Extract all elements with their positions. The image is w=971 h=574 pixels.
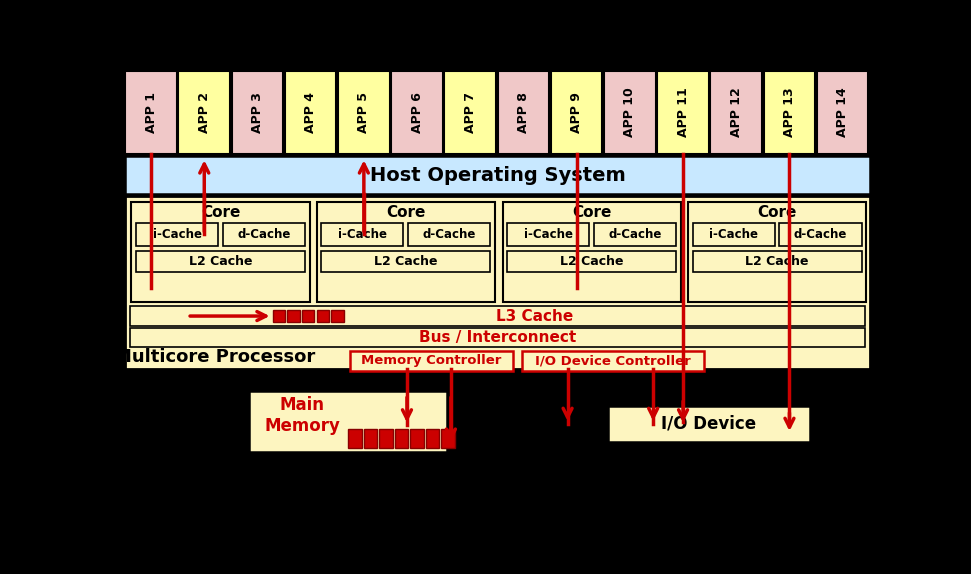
Bar: [232, 71, 284, 154]
Bar: [608, 406, 810, 441]
Bar: [317, 202, 495, 302]
Bar: [411, 429, 423, 448]
Text: I/O Device Controller: I/O Device Controller: [535, 354, 691, 367]
Bar: [507, 251, 676, 272]
Bar: [130, 328, 865, 347]
Text: d-Cache: d-Cache: [237, 228, 290, 241]
Text: Multicore Processor: Multicore Processor: [114, 348, 315, 366]
Bar: [594, 223, 676, 246]
Bar: [349, 429, 361, 448]
Bar: [522, 351, 704, 371]
Bar: [408, 223, 490, 246]
Bar: [763, 71, 816, 154]
Text: d-Cache: d-Cache: [793, 228, 847, 241]
Text: APP 11: APP 11: [677, 87, 689, 137]
Bar: [302, 310, 315, 322]
Text: Core: Core: [572, 204, 612, 220]
Bar: [285, 71, 337, 154]
Bar: [503, 202, 681, 302]
Text: APP 6: APP 6: [411, 92, 423, 133]
Bar: [287, 310, 300, 322]
Text: Core: Core: [201, 204, 240, 220]
Bar: [321, 251, 490, 272]
Bar: [350, 351, 513, 371]
Bar: [223, 223, 305, 246]
Text: L2 Cache: L2 Cache: [746, 255, 809, 268]
Bar: [507, 223, 589, 246]
Bar: [273, 310, 285, 322]
Text: APP 5: APP 5: [357, 92, 370, 133]
Bar: [338, 71, 389, 154]
Bar: [395, 429, 408, 448]
Bar: [692, 223, 775, 246]
Text: APP 10: APP 10: [623, 87, 636, 137]
Bar: [321, 223, 404, 246]
Text: APP 12: APP 12: [730, 87, 743, 137]
Text: APP 9: APP 9: [570, 92, 584, 133]
Bar: [130, 306, 865, 326]
Bar: [250, 391, 447, 452]
Bar: [125, 196, 870, 369]
Bar: [604, 71, 655, 154]
Bar: [331, 310, 344, 322]
Bar: [364, 429, 377, 448]
Text: i-Cache: i-Cache: [709, 228, 758, 241]
Text: i-Cache: i-Cache: [338, 228, 386, 241]
Bar: [687, 202, 866, 302]
Bar: [380, 429, 392, 448]
Text: APP 14: APP 14: [836, 87, 850, 137]
Bar: [780, 223, 861, 246]
Bar: [497, 71, 550, 154]
Text: APP 1: APP 1: [145, 92, 157, 133]
Text: Core: Core: [757, 204, 797, 220]
Bar: [551, 71, 602, 154]
Text: i-Cache: i-Cache: [524, 228, 573, 241]
Bar: [711, 71, 762, 154]
Bar: [657, 71, 709, 154]
Bar: [391, 71, 443, 154]
Text: Core: Core: [386, 204, 425, 220]
Text: APP 4: APP 4: [304, 92, 318, 133]
Text: APP 3: APP 3: [251, 92, 264, 133]
Text: Memory Controller: Memory Controller: [361, 354, 502, 367]
Text: APP 13: APP 13: [783, 88, 796, 137]
Text: Main
Memory: Main Memory: [264, 396, 340, 435]
Text: L3 Cache: L3 Cache: [496, 309, 573, 324]
Bar: [426, 429, 439, 448]
Text: L2 Cache: L2 Cache: [374, 255, 438, 268]
Text: Host Operating System: Host Operating System: [370, 166, 625, 185]
Text: APP 7: APP 7: [464, 92, 477, 133]
Text: d-Cache: d-Cache: [609, 228, 662, 241]
Bar: [131, 202, 310, 302]
Text: APP 8: APP 8: [517, 92, 530, 133]
Bar: [445, 71, 496, 154]
Text: I/O Device: I/O Device: [661, 415, 756, 433]
Bar: [692, 251, 861, 272]
Bar: [125, 156, 870, 195]
Text: d-Cache: d-Cache: [422, 228, 476, 241]
Text: Bus / Interconnect: Bus / Interconnect: [419, 330, 576, 345]
Bar: [179, 71, 230, 154]
Bar: [442, 429, 454, 448]
Text: L2 Cache: L2 Cache: [188, 255, 252, 268]
Bar: [317, 310, 329, 322]
Bar: [136, 251, 305, 272]
Bar: [817, 71, 868, 154]
Text: i-Cache: i-Cache: [152, 228, 202, 241]
Text: L2 Cache: L2 Cache: [560, 255, 623, 268]
Text: APP 2: APP 2: [198, 92, 211, 133]
Bar: [125, 71, 177, 154]
Bar: [136, 223, 218, 246]
